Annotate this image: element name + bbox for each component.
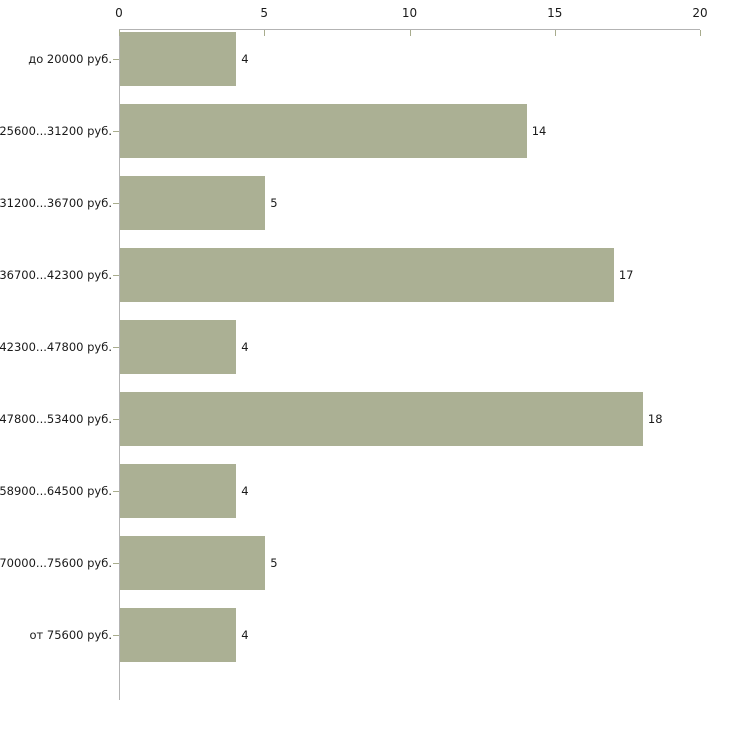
bar-value-label: 14 <box>531 124 547 138</box>
x-axis-tick <box>409 30 411 36</box>
category-label: 36700...42300 руб. <box>0 268 112 282</box>
bar-value-label: 5 <box>270 196 278 210</box>
category-label: 47800...53400 руб. <box>0 412 112 426</box>
x-axis-tick <box>264 30 266 36</box>
x-axis-tick-label: 0 <box>115 6 123 20</box>
bar-value-label: 4 <box>241 340 249 354</box>
category-label: 58900...64500 руб. <box>0 484 112 498</box>
category-label: от 75600 руб. <box>29 628 112 642</box>
bar[interactable] <box>120 464 237 518</box>
y-axis-tick <box>113 635 119 636</box>
bar[interactable] <box>120 176 266 230</box>
y-axis-tick <box>113 491 119 492</box>
y-axis-tick <box>113 419 119 420</box>
category-label: до 20000 руб. <box>28 52 112 66</box>
y-axis-tick <box>113 347 119 348</box>
x-axis-tick <box>700 30 701 36</box>
x-axis-tick <box>119 30 120 36</box>
y-axis-tick <box>113 59 119 60</box>
bar-value-label: 18 <box>647 412 663 426</box>
category-label: 25600...31200 руб. <box>0 124 112 138</box>
bar[interactable] <box>120 104 527 158</box>
y-axis-tick <box>113 275 119 276</box>
bar[interactable] <box>120 320 237 374</box>
x-axis-tick-label: 20 <box>692 6 708 20</box>
bar[interactable] <box>120 248 614 302</box>
bar-value-label: 5 <box>270 556 278 570</box>
bar[interactable] <box>120 392 643 446</box>
category-label: 42300...47800 руб. <box>0 340 112 354</box>
x-axis-tick <box>554 30 556 36</box>
bar-value-label: 4 <box>241 628 249 642</box>
y-axis-tick <box>113 131 119 132</box>
x-axis-tick-label: 5 <box>260 6 269 20</box>
bar[interactable] <box>120 536 266 590</box>
x-axis-tick-label: 10 <box>401 6 418 20</box>
bar-value-label: 4 <box>241 52 249 66</box>
category-label: 70000...75600 руб. <box>0 556 112 570</box>
category-label: 31200...36700 руб. <box>0 196 112 210</box>
bar-value-label: 17 <box>618 268 634 282</box>
y-axis-tick <box>113 203 119 204</box>
x-axis-line <box>119 29 700 30</box>
x-axis-tick-label: 15 <box>547 6 563 20</box>
bar[interactable] <box>120 32 237 86</box>
bar[interactable] <box>120 608 237 662</box>
y-axis-tick <box>113 563 119 564</box>
bar-value-label: 4 <box>241 484 249 498</box>
y-axis-line <box>119 29 120 700</box>
